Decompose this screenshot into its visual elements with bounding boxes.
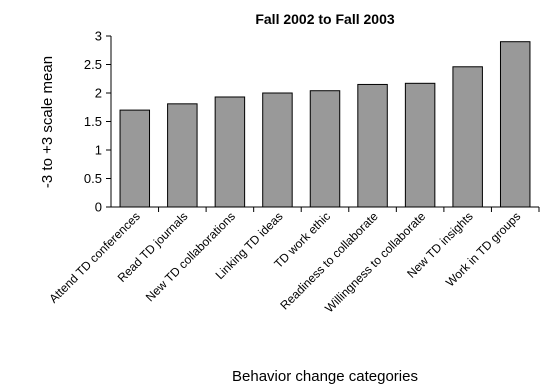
y-tick-label: 2 — [95, 86, 102, 101]
bar — [499, 41, 531, 208]
x-axis-label: Behavior change categories — [232, 368, 418, 385]
x-category-label: New TD collaborations — [143, 209, 238, 304]
chart-title: Fall 2002 to Fall 2003 — [255, 11, 395, 27]
bar — [262, 92, 293, 208]
y-tick-label: 1.5 — [84, 114, 102, 129]
y-tick-label: 0 — [95, 200, 102, 215]
x-category-label: Readiness to collaborate — [277, 209, 381, 313]
bar — [357, 83, 388, 208]
bar — [452, 66, 483, 208]
y-tick-label: 2.5 — [84, 57, 102, 72]
y-tick-label: 1 — [95, 143, 102, 158]
bar — [309, 90, 341, 208]
bars — [119, 41, 531, 208]
bar — [167, 103, 198, 208]
bar — [404, 82, 436, 208]
y-tick-label: 0.5 — [84, 171, 102, 186]
x-category-label: Attend TD conferences — [46, 209, 143, 306]
bar — [214, 96, 246, 208]
bar — [119, 109, 151, 208]
y-axis: 0 0.5 1 1.5 2 2.5 3 — [84, 29, 111, 215]
y-tick-label: 3 — [95, 29, 102, 44]
y-axis-label: -3 to +3 scale mean — [39, 56, 56, 188]
